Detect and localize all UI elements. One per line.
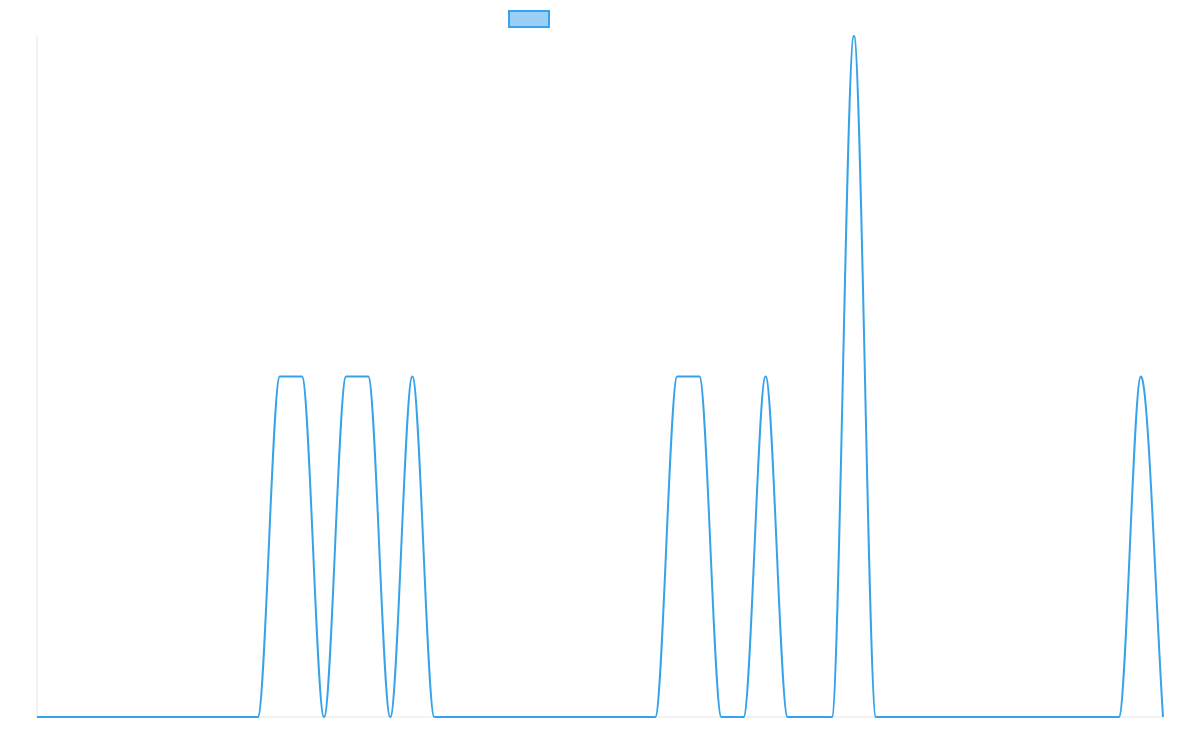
data-point-39[interactable]	[895, 714, 901, 720]
data-point-12[interactable]	[299, 374, 305, 380]
data-point-5[interactable]	[144, 714, 150, 720]
data-point-3[interactable]	[100, 714, 106, 720]
data-point-14[interactable]	[343, 374, 349, 380]
data-point-8[interactable]	[211, 714, 217, 720]
data-point-13[interactable]	[321, 714, 327, 720]
data-point-32[interactable]	[741, 714, 747, 720]
data-point-50[interactable]	[1138, 374, 1144, 380]
data-point-18[interactable]	[431, 714, 437, 720]
data-point-36[interactable]	[829, 714, 835, 720]
data-point-23[interactable]	[542, 714, 548, 720]
data-point-22[interactable]	[520, 714, 526, 720]
data-point-27[interactable]	[630, 714, 636, 720]
data-point-11[interactable]	[277, 374, 283, 380]
data-point-25[interactable]	[586, 714, 592, 720]
data-point-42[interactable]	[961, 714, 967, 720]
data-point-24[interactable]	[564, 714, 570, 720]
data-point-38[interactable]	[873, 714, 879, 720]
data-point-41[interactable]	[939, 714, 945, 720]
data-point-16[interactable]	[387, 714, 393, 720]
data-point-48[interactable]	[1094, 714, 1100, 720]
series-line-0	[36, 34, 1164, 719]
data-point-26[interactable]	[608, 714, 614, 720]
data-point-10[interactable]	[255, 714, 261, 720]
data-point-15[interactable]	[365, 374, 371, 380]
data-point-46[interactable]	[1050, 714, 1056, 720]
data-point-19[interactable]	[453, 714, 459, 720]
series-layer	[34, 33, 1166, 720]
data-point-33[interactable]	[763, 374, 769, 380]
data-point-51[interactable]	[1160, 714, 1166, 720]
data-point-29[interactable]	[674, 374, 680, 380]
data-point-1[interactable]	[56, 714, 62, 720]
data-point-21[interactable]	[498, 714, 504, 720]
data-point-7[interactable]	[189, 714, 195, 720]
data-point-30[interactable]	[696, 374, 702, 380]
data-point-35[interactable]	[807, 714, 813, 720]
data-point-31[interactable]	[718, 714, 724, 720]
data-point-28[interactable]	[652, 714, 658, 720]
data-point-20[interactable]	[476, 714, 482, 720]
data-point-6[interactable]	[166, 714, 172, 720]
data-point-45[interactable]	[1028, 714, 1034, 720]
data-point-44[interactable]	[1005, 714, 1011, 720]
data-point-0[interactable]	[34, 714, 40, 720]
data-point-34[interactable]	[785, 714, 791, 720]
data-point-17[interactable]	[409, 374, 415, 380]
data-point-2[interactable]	[78, 714, 84, 720]
data-point-47[interactable]	[1072, 714, 1078, 720]
legend-swatch[interactable]	[508, 10, 550, 28]
data-point-4[interactable]	[122, 714, 128, 720]
data-point-49[interactable]	[1116, 714, 1122, 720]
data-point-43[interactable]	[983, 714, 989, 720]
data-point-9[interactable]	[233, 714, 239, 720]
data-point-37[interactable]	[851, 33, 857, 39]
data-point-40[interactable]	[917, 714, 923, 720]
